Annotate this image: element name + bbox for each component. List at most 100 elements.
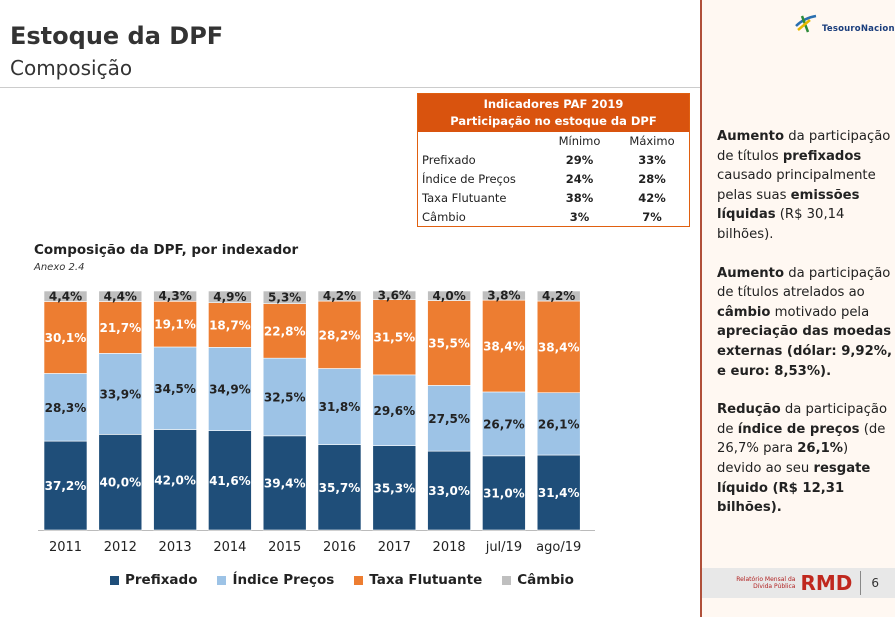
chart-legend: Prefixado Índice Preços Taxa Flutuante Câmb… [110,572,574,588]
note-text: Redução [717,402,781,418]
data-label: 40,0% [99,476,141,490]
paf-table-header: Indicadores PAF 2019 Participação no est… [418,94,689,132]
legend-item: Índice Preços [217,572,334,588]
tesouro-nacional-logo: TesouroNacional [794,14,895,34]
bar-segment [98,434,143,531]
data-label: 19,1% [154,318,196,332]
note-text: câmbio [717,304,771,320]
data-label: 31,8% [319,400,361,414]
data-label: 4,0% [432,289,465,303]
data-label: 4,9% [213,290,246,304]
stacked-bar-chart: 37,2% 28,3% 30,1% 4,4% 2011 40,0% 33,9% 21,7% 4,… [38,288,595,555]
x-tick-label: 2012 [104,540,137,555]
note-paragraph: Redução da participação de índice de pre… [717,400,895,518]
page-title: Estoque da DPF [10,22,224,50]
col-min: Mínimo [558,134,601,148]
data-label: 29,6% [373,404,415,418]
note-text: (R$ 30,14 bilhões). [717,207,845,242]
x-tick-label: 2018 [433,540,466,555]
x-tick-label: jul/19 [485,540,522,555]
page-number: 6 [871,576,879,590]
bar-segment [262,435,307,531]
bar-segment [43,373,88,442]
footer: Relatório Mensal da Dívida Pública RMD 6 [702,568,895,598]
bar-segment [153,346,197,430]
data-label: 4,4% [104,289,137,303]
row-min: 3% [569,210,590,224]
data-label: 39,4% [264,476,306,490]
bar-segment [262,357,307,437]
row-max: 42% [638,191,666,205]
data-label: 26,1% [538,417,580,431]
data-label: 4,3% [158,289,191,303]
data-label: 18,7% [209,319,251,333]
bar-segment [536,392,581,456]
legend-label: Índice Preços [232,572,335,588]
data-label: 35,7% [319,481,361,495]
page-subtitle: Composição [10,56,133,80]
paf-table-row: Índice de Preços 24% 28% [418,170,689,189]
bar-segment [153,429,197,531]
data-label: 35,5% [428,336,470,350]
footer-line-2: Dívida Pública [753,583,796,590]
bar-segment [262,290,307,304]
x-tick-label: 2014 [213,540,246,555]
bar-segment [208,430,252,531]
bar-segment [153,290,197,302]
row-label: Prefixado [422,153,476,167]
data-label: 32,5% [264,390,306,404]
data-label: 42,0% [154,473,196,487]
bar-segment [153,300,197,348]
paf-table-subtitle: Participação no estoque da DPF [450,114,657,128]
bar-segment [317,290,362,302]
x-tick-label: 2013 [159,540,192,555]
data-label: 3,6% [378,288,411,302]
side-panel: TesouroNacional Aumento da participação … [700,0,895,617]
bar-segment [98,290,143,302]
commentary: Aumento da participação de títulos prefi… [717,127,895,537]
paf-table-row: Câmbio 3% 7% [418,208,689,227]
data-label: 4,2% [542,289,575,303]
bar-segment [372,299,417,376]
bar-segment [536,300,581,394]
bar-segment [98,353,143,435]
row-min: 24% [565,172,594,186]
data-label: 28,2% [319,328,361,342]
bar-segment [317,368,362,445]
legend-item: Taxa Flutuante [354,572,482,588]
bar-segment [208,347,252,431]
divider [0,87,700,88]
bar-segment [208,302,252,348]
note-text: índice de preços [737,421,860,437]
data-label: 41,6% [209,474,251,488]
paf-table-col-headers: Mínimo Máximo [418,132,689,151]
note-text: emissões líquidas [717,187,860,223]
row-max: 28% [638,172,666,186]
bar-segment [372,290,417,300]
bar-segment [98,301,143,354]
bar-segment [317,300,362,369]
col-max: Máximo [629,134,675,148]
bar-segment [482,391,526,457]
bar-segment [427,450,471,531]
x-tick-label: 2011 [49,540,82,555]
legend-swatch [217,575,227,585]
data-label: 31,5% [373,331,415,345]
data-label: 33,0% [428,484,470,498]
row-label: Índice de Preços [422,172,516,186]
bar-segment [427,300,471,386]
note-text: ) devido ao seu [717,441,849,476]
note-text: da participação de títulos [717,129,891,164]
data-label: 4,2% [323,289,356,303]
data-label: 4,4% [49,289,82,303]
legend-label: Taxa Flutuante [369,572,483,588]
note-text: resgate líquido [717,460,871,496]
x-tick-label: 2015 [268,540,301,555]
x-tick-label: ago/19 [536,540,581,555]
bar-segment [536,290,581,302]
data-label: 26,7% [483,417,525,431]
data-label: 34,5% [154,382,196,396]
note-text: causado principalmente pelas suas [717,168,876,203]
data-label: 33,9% [99,387,141,401]
logo-icon [795,14,817,33]
